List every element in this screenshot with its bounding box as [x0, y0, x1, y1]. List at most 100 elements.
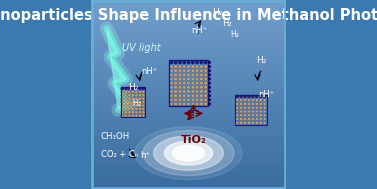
Circle shape: [135, 90, 138, 93]
Circle shape: [259, 121, 262, 124]
Bar: [91, 97, 286, 99]
Circle shape: [208, 82, 211, 84]
Circle shape: [170, 81, 173, 85]
Circle shape: [195, 90, 199, 93]
Circle shape: [178, 90, 182, 93]
Bar: [91, 31, 286, 33]
Bar: [91, 182, 286, 184]
Bar: [91, 80, 286, 83]
Circle shape: [236, 102, 239, 105]
Circle shape: [182, 98, 186, 101]
Text: Rh Nanoparticles Shape Influence in Methanol Photolysis: Rh Nanoparticles Shape Influence in Meth…: [0, 8, 377, 23]
Circle shape: [174, 90, 178, 93]
Bar: [91, 146, 286, 149]
Circle shape: [121, 97, 124, 100]
Text: h⁺: h⁺: [141, 151, 151, 160]
Text: e⁻: e⁻: [187, 108, 200, 118]
Circle shape: [208, 103, 211, 105]
Circle shape: [251, 95, 254, 98]
Circle shape: [204, 81, 207, 85]
Circle shape: [255, 118, 258, 121]
Circle shape: [135, 87, 138, 90]
Circle shape: [182, 86, 186, 89]
Circle shape: [255, 121, 258, 124]
Circle shape: [251, 114, 254, 117]
Circle shape: [199, 86, 203, 89]
Circle shape: [191, 102, 195, 106]
Circle shape: [135, 111, 138, 114]
Circle shape: [204, 77, 207, 81]
Circle shape: [124, 114, 127, 117]
Bar: [235, 94, 267, 125]
Circle shape: [251, 106, 254, 109]
Circle shape: [244, 95, 247, 98]
Circle shape: [182, 61, 186, 64]
Circle shape: [121, 104, 124, 107]
Bar: [91, 144, 286, 146]
Circle shape: [178, 73, 182, 77]
Circle shape: [251, 102, 254, 105]
Text: H₂: H₂: [132, 98, 141, 108]
Ellipse shape: [143, 131, 234, 176]
Bar: [91, 121, 286, 123]
Circle shape: [187, 102, 190, 106]
Circle shape: [204, 65, 207, 68]
Circle shape: [138, 94, 141, 97]
Circle shape: [131, 87, 135, 90]
Circle shape: [131, 97, 135, 100]
Circle shape: [124, 107, 127, 110]
Circle shape: [263, 106, 266, 109]
Circle shape: [121, 87, 124, 90]
Circle shape: [170, 69, 173, 72]
Circle shape: [142, 111, 145, 114]
Circle shape: [263, 95, 266, 98]
Bar: [91, 83, 286, 85]
Circle shape: [204, 98, 207, 101]
Bar: [91, 5, 286, 7]
Bar: [91, 168, 286, 170]
Ellipse shape: [154, 136, 223, 170]
Circle shape: [204, 94, 207, 97]
Circle shape: [236, 121, 239, 124]
Circle shape: [208, 78, 211, 80]
Bar: [91, 26, 286, 28]
Circle shape: [142, 94, 145, 97]
Circle shape: [204, 61, 207, 64]
Circle shape: [187, 73, 190, 77]
Circle shape: [244, 102, 247, 105]
Circle shape: [259, 95, 262, 98]
Circle shape: [208, 90, 211, 93]
Circle shape: [121, 87, 124, 90]
Circle shape: [174, 77, 178, 81]
Text: CO₂ + Cₙ: CO₂ + Cₙ: [101, 150, 138, 160]
Circle shape: [204, 86, 207, 89]
Circle shape: [191, 73, 195, 77]
Circle shape: [182, 94, 186, 97]
Bar: [91, 125, 286, 128]
Circle shape: [191, 69, 195, 72]
Circle shape: [240, 106, 243, 109]
Circle shape: [182, 65, 186, 68]
Circle shape: [138, 101, 141, 104]
Circle shape: [128, 97, 131, 100]
Bar: [91, 52, 286, 54]
Bar: [91, 0, 286, 2]
Circle shape: [236, 106, 239, 109]
Circle shape: [170, 61, 173, 64]
Circle shape: [244, 95, 247, 98]
Circle shape: [199, 69, 203, 72]
Circle shape: [142, 104, 145, 107]
Circle shape: [182, 69, 186, 72]
Circle shape: [259, 118, 262, 121]
Circle shape: [199, 98, 203, 101]
Circle shape: [247, 95, 251, 98]
Circle shape: [247, 110, 251, 113]
Circle shape: [128, 87, 131, 90]
Circle shape: [178, 94, 182, 97]
Circle shape: [131, 104, 135, 107]
Circle shape: [187, 61, 190, 64]
Circle shape: [121, 101, 124, 104]
Circle shape: [208, 86, 211, 89]
Circle shape: [187, 98, 190, 101]
Circle shape: [191, 86, 195, 89]
